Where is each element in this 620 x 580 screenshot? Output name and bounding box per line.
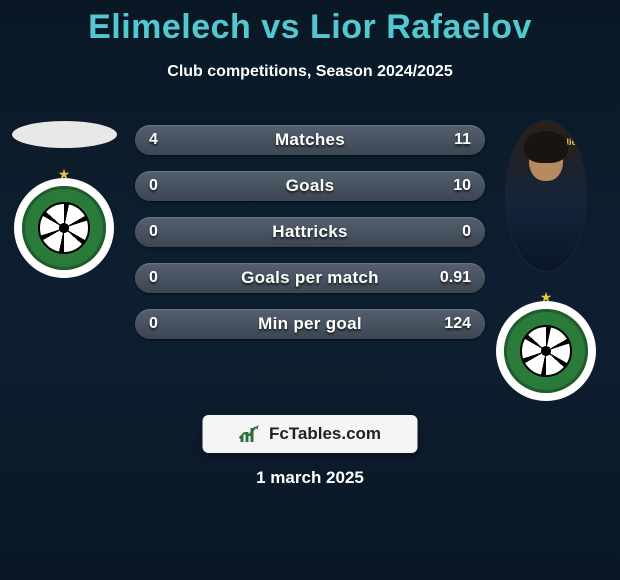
stat-right-value: 10 xyxy=(453,171,471,201)
club-badge-inner xyxy=(504,309,588,393)
star-icon: ★ xyxy=(540,289,553,306)
stats-list: 4 Matches 11 0 Goals 10 0 Hattricks 0 0 … xyxy=(135,125,485,339)
stat-right-value: 11 xyxy=(454,125,471,155)
stat-label: Goals per match xyxy=(241,268,379,288)
stat-label: Min per goal xyxy=(258,314,362,334)
club-badge-right: ★ xyxy=(496,301,596,401)
stat-row-goals: 0 Goals 10 xyxy=(135,171,485,201)
club-badge-left: ★ xyxy=(14,178,114,278)
stat-left-value: 0 xyxy=(149,263,158,293)
stat-row-min-per-goal: 0 Min per goal 124 xyxy=(135,309,485,339)
stat-left-value: 0 xyxy=(149,171,158,201)
player-photo-right: lier xyxy=(506,121,586,271)
stat-row-goals-per-match: 0 Goals per match 0.91 xyxy=(135,263,485,293)
stat-row-hattricks: 0 Hattricks 0 xyxy=(135,217,485,247)
club-badge-inner xyxy=(22,186,106,270)
stat-left-value: 4 xyxy=(149,125,158,155)
stat-right-value: 0 xyxy=(462,217,471,247)
right-player-column: lier ★ xyxy=(490,121,602,401)
watermark: FcTables.com xyxy=(203,415,418,453)
player-photo-left xyxy=(12,121,117,148)
page-title: Elimelech vs Lior Rafaelov xyxy=(0,0,620,47)
comparison-panel: ★ 4 Matches 11 0 Goals 10 0 Hattricks 0 … xyxy=(0,111,620,431)
star-icon: ★ xyxy=(58,166,71,183)
stat-label: Hattricks xyxy=(272,222,347,242)
jersey-tag: lier xyxy=(566,137,580,147)
left-player-column: ★ xyxy=(8,121,120,278)
chart-icon xyxy=(239,424,261,444)
stat-right-value: 0.91 xyxy=(440,263,471,293)
stat-label: Goals xyxy=(286,176,335,196)
stat-label: Matches xyxy=(275,130,345,150)
watermark-text: FcTables.com xyxy=(269,424,381,444)
stat-left-value: 0 xyxy=(149,309,158,339)
stat-left-value: 0 xyxy=(149,217,158,247)
subtitle: Club competitions, Season 2024/2025 xyxy=(0,63,620,81)
date-label: 1 march 2025 xyxy=(0,468,620,488)
stat-row-matches: 4 Matches 11 xyxy=(135,125,485,155)
stat-right-value: 124 xyxy=(444,309,471,339)
